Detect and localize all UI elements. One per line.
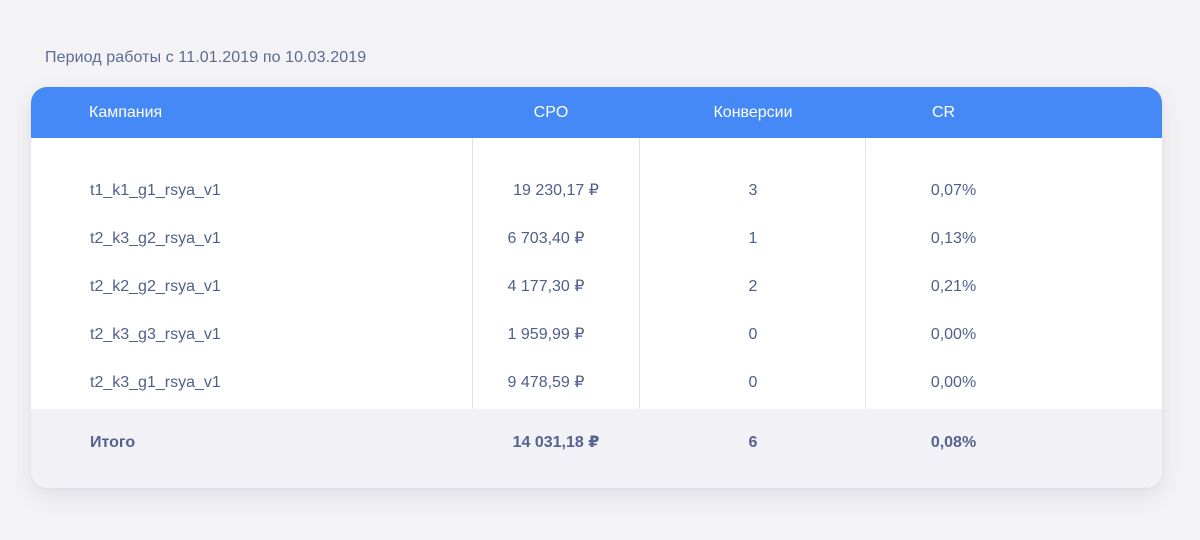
conversions-value: 3: [748, 182, 758, 199]
cr-value: 0,00%: [930, 374, 977, 391]
table-row[interactable]: t1_k1_g1_rsya_v1 19 230,17 ₽ 3 0,07%: [31, 167, 1162, 215]
table-row[interactable]: t2_k3_g2_rsya_v1 6 703,40 ₽ 1 0,13%: [31, 215, 1162, 263]
total-row: Итого 14 031,18 ₽ 6 0,08%: [31, 409, 1162, 488]
cr-value: 0,00%: [930, 326, 977, 343]
cr-value: 0,21%: [930, 278, 977, 295]
cr-value: 0,07%: [930, 182, 977, 199]
column-divider: [865, 138, 866, 488]
conversions-value: 1: [748, 230, 758, 247]
campaign-name: t2_k3_g2_rsya_v1: [90, 230, 221, 247]
conversions-value: 0: [748, 374, 758, 391]
campaign-name: t2_k3_g3_rsya_v1: [90, 326, 221, 343]
campaign-table: Кампания CPO Конверсии CR t1_k1_g1_rsya_…: [31, 87, 1162, 488]
cpo-value: 4 177,30 ₽: [507, 278, 585, 295]
table-row[interactable]: t2_k3_g1_rsya_v1 9 478,59 ₽ 0 0,00%: [31, 359, 1162, 407]
campaign-name: t2_k3_g1_rsya_v1: [90, 374, 221, 391]
column-header-conversions[interactable]: Конверсии: [713, 104, 793, 121]
cpo-value: 1 959,99 ₽: [507, 326, 585, 343]
column-divider: [639, 138, 640, 488]
total-label: Итого: [90, 434, 136, 451]
period-label: Период работы с 11.01.2019 по 10.03.2019: [45, 49, 367, 66]
column-divider: [472, 138, 473, 488]
total-cpo: 14 031,18 ₽: [512, 434, 600, 451]
cpo-value: 6 703,40 ₽: [507, 230, 585, 247]
conversions-value: 0: [748, 326, 758, 343]
cpo-value: 9 478,59 ₽: [507, 374, 585, 391]
table-header: Кампания CPO Конверсии CR: [31, 87, 1162, 138]
total-cr: 0,08%: [930, 434, 977, 451]
cpo-value: 19 230,17 ₽: [513, 182, 599, 199]
table-row[interactable]: t2_k2_g2_rsya_v1 4 177,30 ₽ 2 0,21%: [31, 263, 1162, 311]
column-header-cr[interactable]: CR: [931, 104, 956, 121]
cr-value: 0,13%: [930, 230, 977, 247]
total-conversions: 6: [748, 434, 758, 451]
conversions-value: 2: [748, 278, 758, 295]
column-header-cpo[interactable]: CPO: [533, 104, 569, 121]
table-row[interactable]: t2_k3_g3_rsya_v1 1 959,99 ₽ 0 0,00%: [31, 311, 1162, 359]
campaign-name: t2_k2_g2_rsya_v1: [90, 278, 221, 295]
column-header-campaign[interactable]: Кампания: [89, 104, 163, 121]
campaign-name: t1_k1_g1_rsya_v1: [90, 182, 221, 199]
